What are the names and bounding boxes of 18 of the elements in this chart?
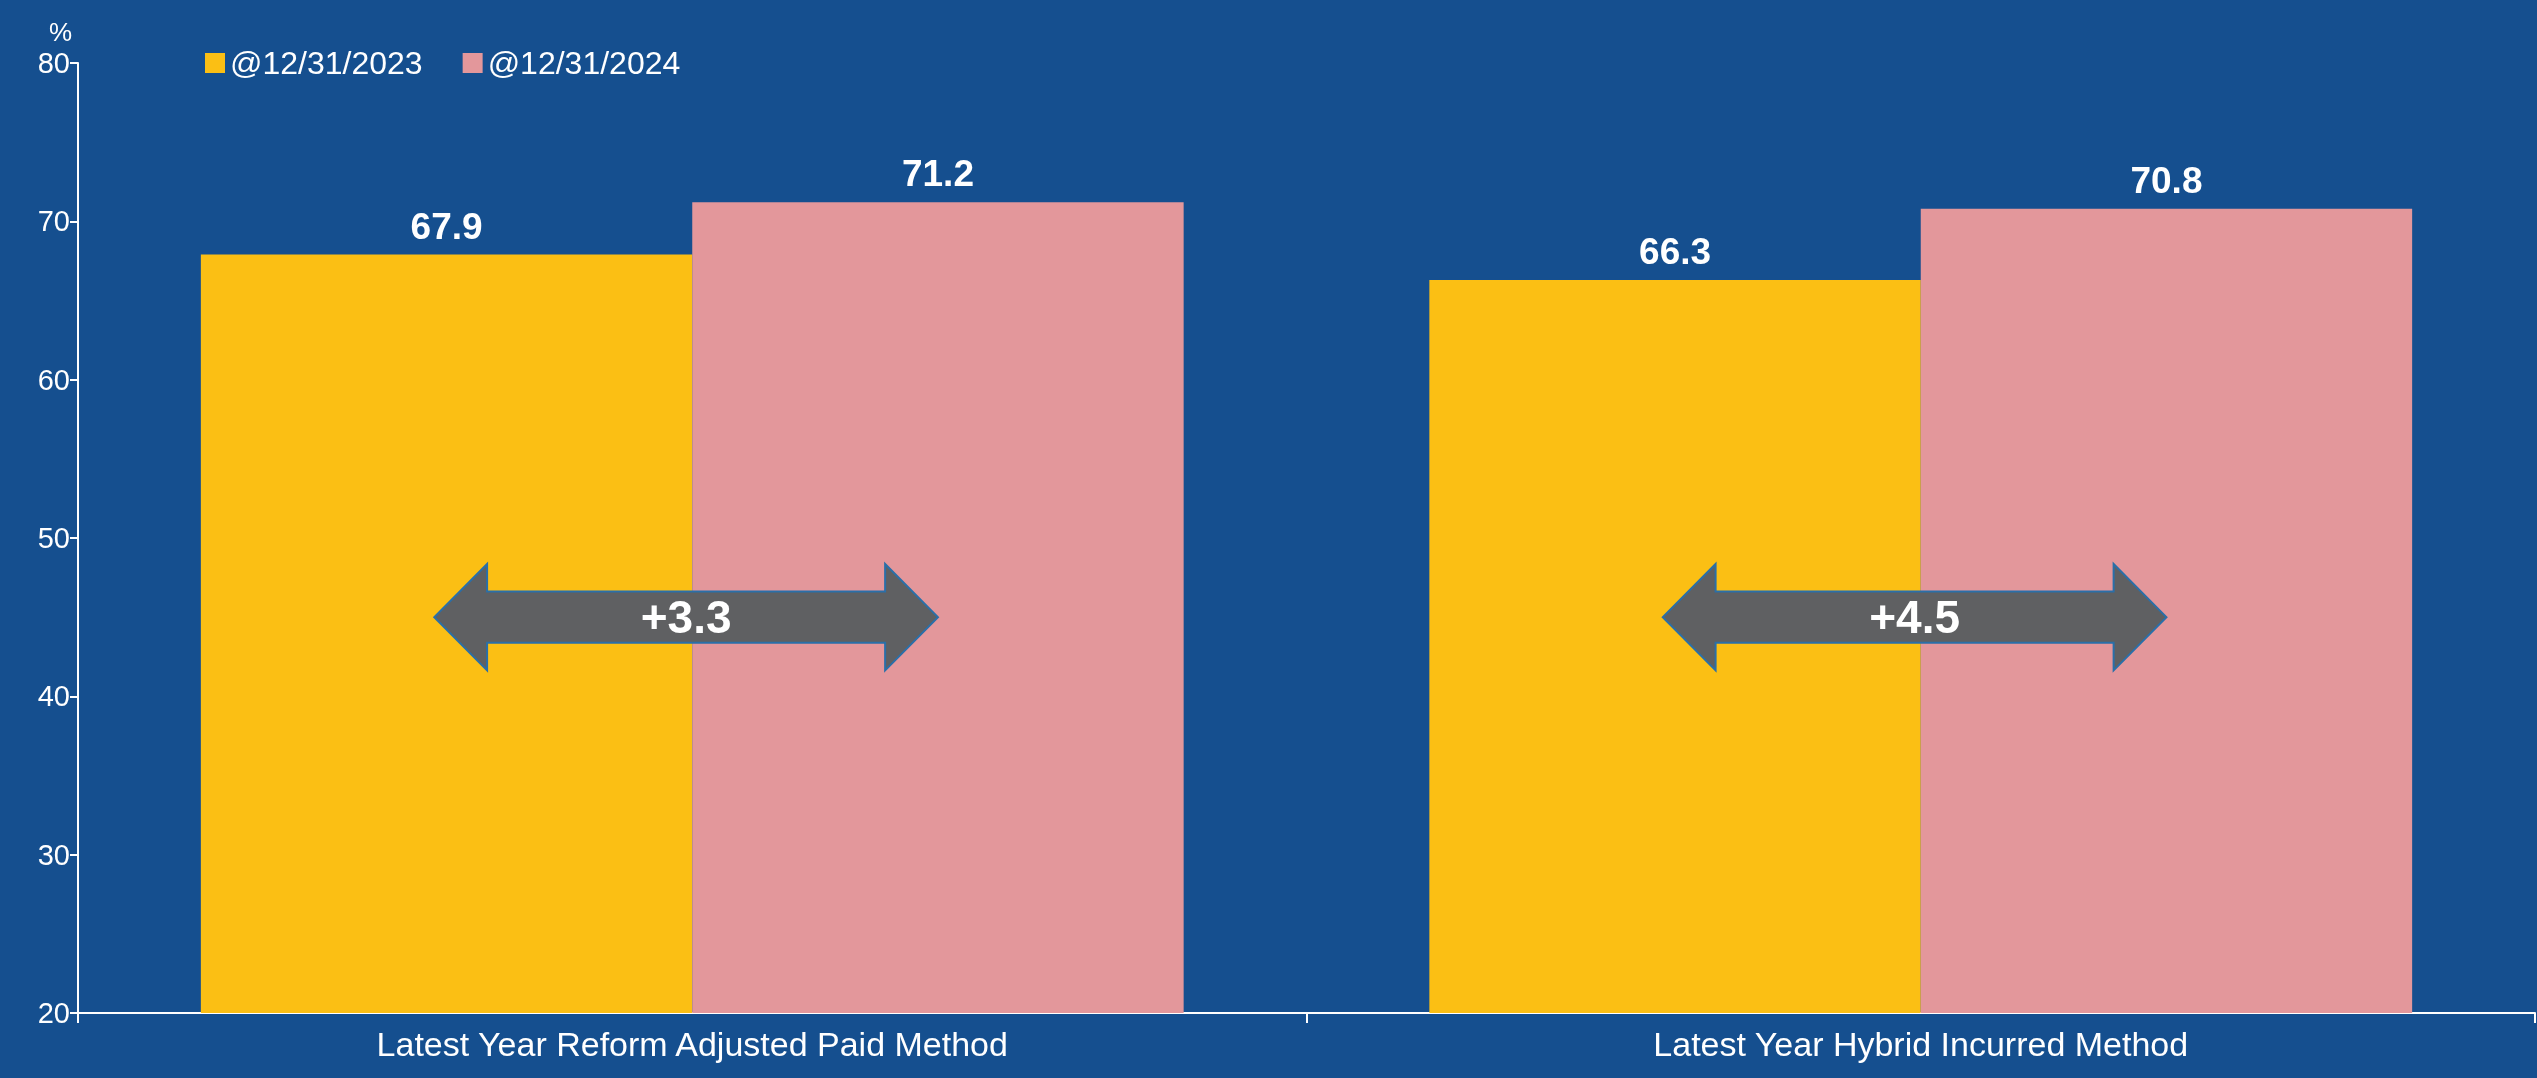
y-tick-label: 80 — [37, 47, 70, 79]
data-label: 67.9 — [410, 205, 483, 247]
y-tick-label: 30 — [37, 838, 70, 871]
data-label: 71.2 — [901, 153, 974, 195]
y-tick-label: 40 — [37, 680, 70, 713]
data-label: 70.8 — [2130, 159, 2203, 201]
x-tick-label: Latest Year Hybrid Incurred Method — [1653, 1025, 2189, 1063]
annotation: +3.3 — [640, 590, 732, 645]
y-axis-title: % — [48, 17, 72, 47]
y-tick-label: 70 — [37, 205, 70, 238]
y-tick-label: 20 — [37, 997, 70, 1029]
data-label: 66.3 — [1639, 230, 1712, 272]
annotation: +4.5 — [1869, 590, 1960, 645]
legend-label: @12/31/2024 — [487, 45, 681, 81]
legend-label: @12/31/2023 — [230, 45, 423, 81]
y-tick-label: 60 — [37, 363, 70, 396]
x-tick-label: Latest Year Reform Adjusted Paid Method — [376, 1025, 1008, 1063]
y-tick-label: 50 — [37, 522, 70, 554]
